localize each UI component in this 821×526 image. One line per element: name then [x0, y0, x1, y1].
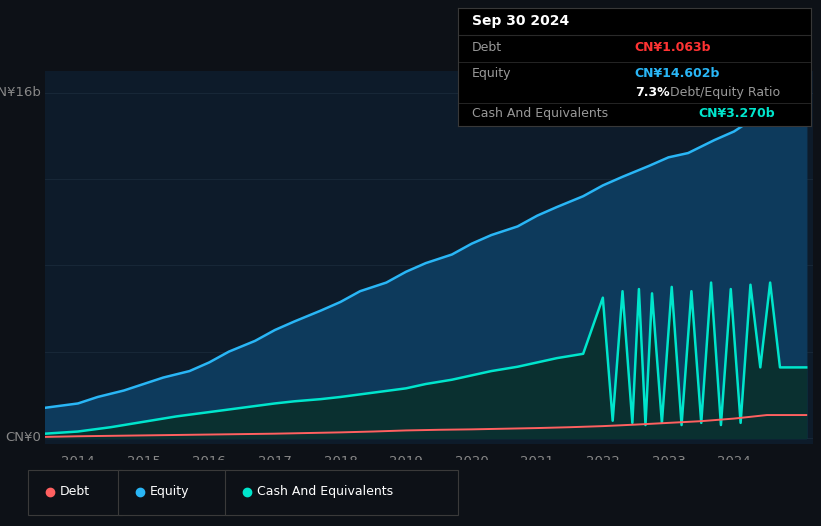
Text: CN¥16b: CN¥16b: [0, 86, 41, 99]
Text: Cash And Equivalents: Cash And Equivalents: [257, 485, 393, 498]
Text: CN¥1.063b: CN¥1.063b: [635, 41, 711, 54]
FancyBboxPatch shape: [28, 470, 122, 514]
Text: Equity: Equity: [149, 485, 189, 498]
Text: Equity: Equity: [472, 67, 511, 80]
Text: Sep 30 2024: Sep 30 2024: [472, 14, 570, 28]
Text: CN¥14.602b: CN¥14.602b: [635, 67, 720, 80]
Text: Cash And Equivalents: Cash And Equivalents: [472, 107, 608, 120]
Text: CN¥0: CN¥0: [6, 431, 41, 444]
Text: Debt/Equity Ratio: Debt/Equity Ratio: [670, 86, 780, 99]
FancyBboxPatch shape: [225, 470, 458, 514]
Text: 7.3%: 7.3%: [635, 86, 669, 99]
Text: Debt: Debt: [472, 41, 502, 54]
Text: Debt: Debt: [60, 485, 89, 498]
Text: CN¥3.270b: CN¥3.270b: [698, 107, 775, 120]
FancyBboxPatch shape: [118, 470, 229, 514]
